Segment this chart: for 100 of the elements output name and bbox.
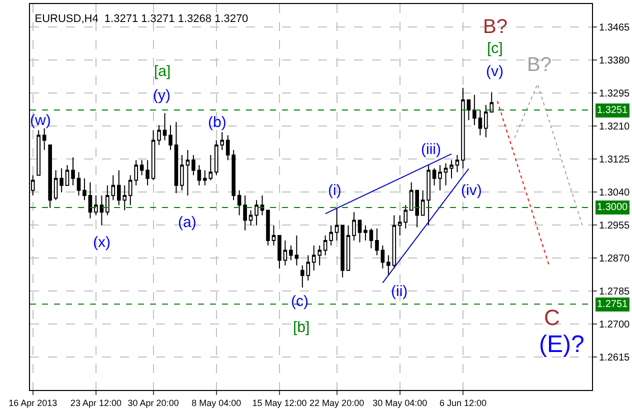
candlestick (369, 228, 374, 249)
y-tick-label: 1.3295 (599, 88, 630, 100)
y-tick-label: 1.3040 (599, 187, 630, 198)
x-tick-label: 22 May 20:00 (310, 398, 364, 408)
annotation: (iii) (421, 141, 441, 158)
annotation: [c] (487, 40, 503, 57)
candlestick (157, 124, 161, 146)
candlestick (278, 234, 282, 269)
candlestick (346, 224, 350, 271)
candlestick (266, 210, 270, 246)
candlestick (168, 124, 172, 151)
candlestick (180, 154, 184, 191)
annotation: C (544, 305, 560, 330)
candlestick (248, 210, 253, 226)
candlestick (151, 130, 156, 181)
annotation: (x) (93, 234, 110, 251)
annotation: (a) (178, 214, 196, 231)
candlestick (243, 194, 247, 231)
x-tick-label: 23 Apr 12:00 (70, 398, 122, 408)
candlestick (392, 214, 396, 269)
annotation: (i) (328, 182, 342, 199)
y-tick-label: 1.2955 (599, 220, 630, 232)
x-tick-label: 8 May 04:00 (192, 398, 242, 408)
candlestick (438, 164, 442, 191)
annotation: (b) (208, 114, 226, 131)
y-tick-label: 1.3125 (599, 154, 630, 166)
annotation: (w) (30, 112, 51, 129)
candlestick (420, 190, 425, 216)
candlestick (323, 234, 328, 256)
candlestick (426, 164, 430, 226)
candlestick (140, 160, 144, 176)
candlestick (76, 172, 81, 196)
candlestick (375, 228, 379, 256)
candlestick (162, 112, 167, 141)
candlestick (186, 150, 190, 196)
candlestick (88, 182, 92, 219)
candlestick (444, 162, 448, 186)
text: EURUSD,H4 1.3271 1.3271 1.3268 1.3270 (34, 13, 248, 26)
candlestick (358, 220, 362, 243)
candlestick (455, 154, 460, 173)
candlestick (472, 94, 476, 126)
y-tick-label: 1.3380 (599, 55, 630, 66)
x-tick-label: 30 Apr 20:00 (128, 398, 179, 408)
y-tick-label: 1.3210 (599, 121, 630, 132)
y-tick-label: 1.2615 (599, 352, 630, 364)
candlestick (329, 224, 333, 246)
candlestick (478, 110, 482, 136)
x-tick-label: 16 Apr 2013 (8, 398, 58, 408)
candlestick (283, 240, 288, 266)
candlestick (466, 99, 471, 121)
candlestick (192, 154, 196, 176)
y-tick-label: 1.2700 (599, 319, 630, 330)
candlestick (289, 245, 293, 261)
annotation: B? (527, 54, 552, 76)
candlestick (340, 224, 344, 278)
annotation: [b] (293, 319, 310, 336)
annotation: (y) (153, 87, 170, 104)
annotation: (ii) (391, 283, 408, 300)
candlestick (461, 87, 465, 169)
candlestick (60, 168, 64, 193)
candlestick (54, 170, 58, 201)
candlestick (334, 207, 339, 241)
candlestick (48, 144, 52, 208)
candlestick (197, 164, 202, 186)
candlestick (386, 254, 390, 276)
x-tick-label: 6 Jun 12:00 (439, 398, 486, 408)
candlestick (42, 128, 46, 151)
annotation: (c) (291, 293, 308, 310)
candlestick (432, 168, 436, 186)
y-tick-label: 1.3465 (599, 22, 630, 34)
candlestick (352, 212, 356, 241)
candlestick (254, 200, 258, 226)
candlestick (272, 224, 276, 246)
candlestick (146, 160, 150, 186)
ref-line-label: 1.2751 (597, 299, 628, 310)
ref-line-label: 1.3251 (597, 105, 628, 116)
annotation: (E)? (539, 331, 584, 358)
candlestick (71, 156, 75, 186)
x-tick-label: 30 May 04:00 (372, 398, 428, 408)
candlestick (260, 194, 264, 216)
y-tick-label: 1.2785 (599, 286, 630, 298)
candlestick (450, 160, 454, 179)
candlestick (237, 190, 242, 216)
candlestick (36, 130, 41, 176)
candlestick (100, 194, 104, 226)
candlestick (65, 164, 70, 186)
x-tick-label: 15 May 12:00 (252, 398, 307, 408)
candlestick (380, 245, 385, 269)
candlestick (82, 178, 86, 201)
annotation: (iv) (461, 182, 482, 199)
annotation: B? (483, 16, 508, 38)
candlestick (174, 122, 178, 194)
annotation: (v) (486, 63, 504, 80)
candlestick (111, 174, 116, 201)
ref-line-label: 1.3000 (597, 202, 628, 213)
y-tick-label: 1.2870 (599, 253, 630, 264)
candlestick (294, 234, 299, 266)
candlestick (94, 194, 98, 216)
candlestick (106, 184, 110, 216)
annotation: [a] (154, 63, 171, 80)
